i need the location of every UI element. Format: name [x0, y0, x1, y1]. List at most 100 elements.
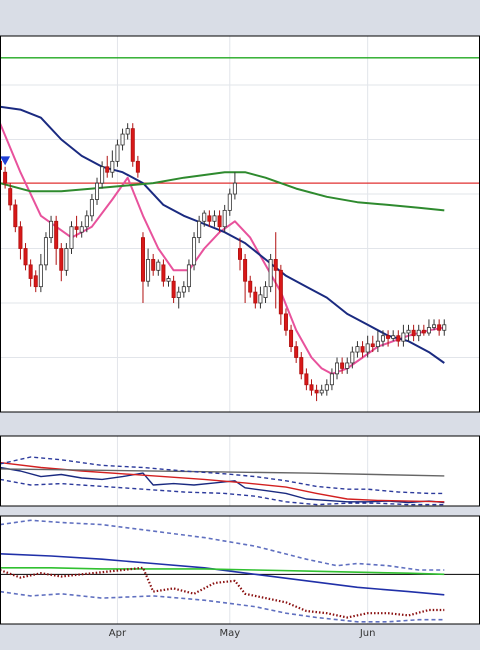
candle-down — [437, 319, 442, 336]
candle-up — [181, 281, 186, 298]
candle-down — [3, 166, 8, 189]
candle-up — [89, 194, 94, 222]
candle-body — [421, 329, 426, 334]
candle-up — [110, 150, 115, 178]
candle-up — [232, 172, 237, 200]
candle-body — [192, 237, 197, 266]
candle-body — [324, 384, 329, 391]
candle-body — [232, 182, 237, 195]
blue-line — [0, 553, 445, 596]
candle-body — [115, 144, 120, 162]
candle-up — [212, 210, 217, 227]
candle-up — [176, 286, 181, 309]
candle-down — [283, 308, 288, 336]
candle-down — [151, 253, 156, 276]
candle-up — [69, 221, 74, 254]
candle-down — [105, 155, 110, 178]
candle-body — [171, 280, 176, 298]
candle-up — [426, 319, 431, 336]
signal-line — [0, 461, 445, 503]
candle-up — [186, 259, 191, 293]
candle-up — [406, 324, 411, 342]
candle-up — [84, 210, 89, 233]
candle-up — [125, 123, 130, 140]
candle-body — [283, 313, 288, 331]
candle-body — [79, 226, 84, 233]
candle-body — [135, 160, 140, 173]
candle-body — [125, 128, 130, 135]
candle-up — [49, 215, 54, 244]
candle-body — [370, 343, 375, 348]
candle-body — [375, 340, 380, 348]
candle-body — [319, 389, 324, 394]
candle-body — [227, 193, 232, 211]
candle-down — [171, 275, 176, 304]
candle-up — [416, 324, 421, 342]
candle-body — [335, 362, 340, 375]
candle-body — [166, 278, 171, 282]
candle-up — [100, 161, 105, 189]
candle-up — [442, 319, 447, 336]
candle-body — [130, 128, 135, 162]
candle-down — [411, 324, 416, 342]
candle-body — [314, 389, 319, 394]
candle-down — [314, 384, 319, 402]
candle-body — [176, 291, 181, 298]
candle-body — [95, 182, 100, 200]
candle-down — [237, 237, 242, 271]
candle-body — [3, 171, 8, 184]
candle-down — [28, 259, 33, 287]
x-tick-label: Jun — [359, 628, 376, 639]
candle-up — [197, 215, 202, 244]
candle-body — [273, 259, 278, 271]
candle-up — [146, 248, 151, 287]
candle-body — [89, 199, 94, 217]
candle-body — [401, 332, 406, 342]
candle-down — [299, 352, 304, 380]
candle-down — [289, 324, 294, 353]
candle-body — [350, 351, 355, 364]
candle-up — [38, 253, 43, 293]
candle-body — [237, 248, 242, 260]
candle-down — [253, 286, 258, 309]
candle-body — [151, 259, 156, 271]
candle-body — [294, 346, 299, 358]
candle-down — [248, 275, 253, 298]
candle-down — [340, 357, 345, 374]
candle-down — [161, 259, 166, 287]
candle-up — [355, 341, 360, 358]
candle-down — [273, 232, 278, 309]
ma-medium — [0, 105, 445, 364]
candle-up — [335, 357, 340, 380]
candle-up — [79, 221, 84, 238]
candle-body — [243, 259, 248, 282]
candle-body — [299, 357, 304, 375]
x-tick-label: May — [219, 628, 240, 639]
candle-down — [421, 324, 426, 336]
candle-down — [130, 123, 135, 167]
candle-body — [278, 269, 283, 315]
candle-body — [289, 329, 294, 348]
candle-body — [258, 294, 263, 304]
candle-down — [18, 221, 23, 260]
candle-up — [227, 188, 232, 216]
candle-down — [13, 199, 18, 233]
candle-body — [416, 329, 421, 337]
candle-up — [202, 210, 207, 227]
ma-long — [0, 171, 445, 212]
candle-up — [324, 379, 329, 396]
candle-down — [207, 210, 212, 227]
candle-down — [74, 215, 79, 238]
candle-up — [64, 243, 69, 276]
candle-up — [263, 281, 268, 304]
candle-up — [156, 259, 161, 276]
candle-down — [8, 183, 13, 211]
candle-body — [207, 215, 212, 222]
candle-down — [304, 368, 309, 391]
candle-up — [365, 335, 370, 358]
dotted-line — [0, 566, 445, 619]
candle-body — [43, 237, 48, 266]
candle-body — [161, 264, 166, 282]
candle-body — [59, 248, 64, 271]
